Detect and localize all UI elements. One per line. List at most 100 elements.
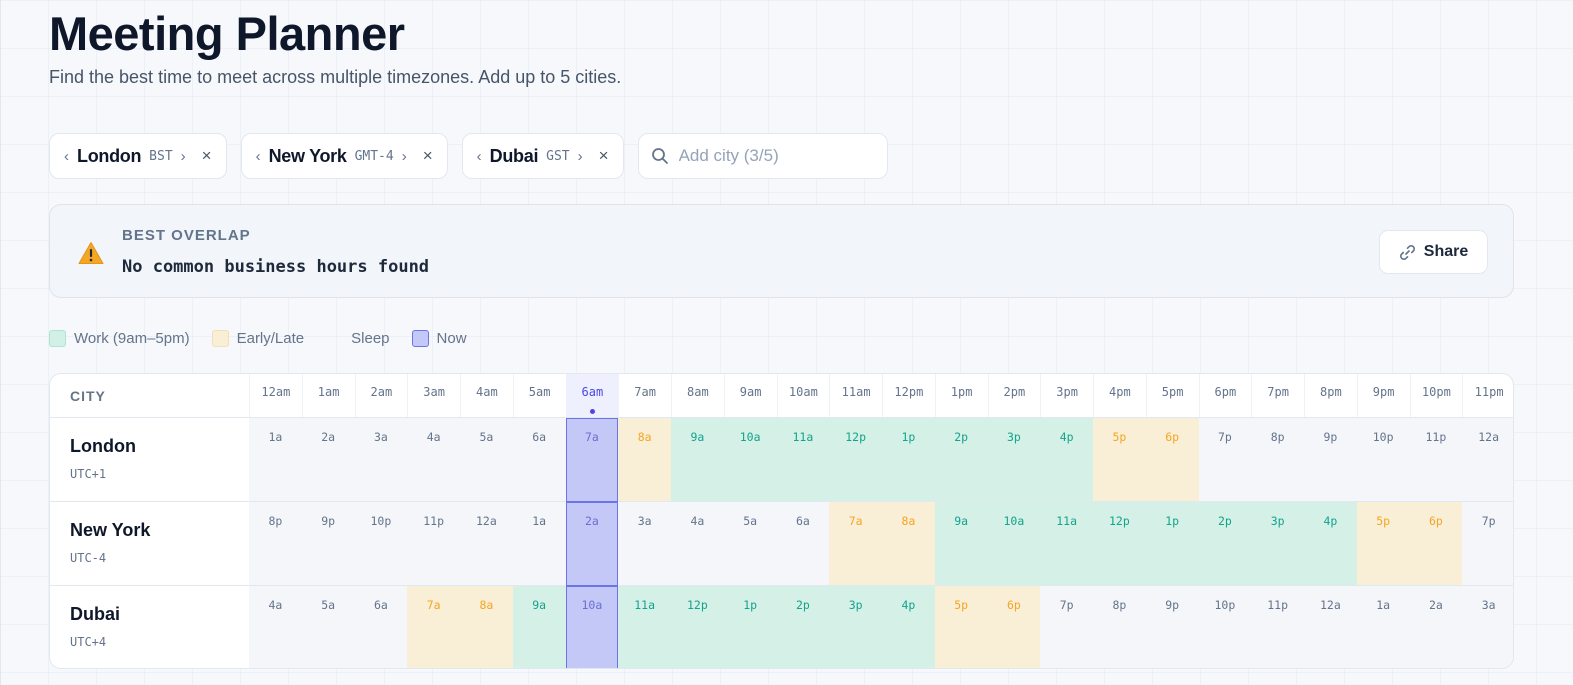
- hour-cell[interactable]: 6p: [1410, 502, 1463, 586]
- hour-cell[interactable]: 4a: [249, 586, 302, 669]
- hour-cell[interactable]: 5p: [1357, 502, 1410, 586]
- hour-cell[interactable]: 4a: [407, 418, 460, 502]
- hour-cell[interactable]: 11a: [1040, 502, 1093, 586]
- hour-header: 5am: [513, 374, 566, 417]
- hour-cell[interactable]: 3a: [618, 502, 671, 586]
- hour-cell[interactable]: 6p: [1146, 418, 1199, 502]
- hour-cell[interactable]: 12p: [1093, 502, 1146, 586]
- next-timezone-button[interactable]: ›: [578, 148, 583, 165]
- hour-cell[interactable]: 8a: [460, 586, 513, 669]
- remove-city-button[interactable]: ×: [423, 146, 433, 166]
- legend-swatch-early: [212, 330, 229, 347]
- hour-cell[interactable]: 2a: [1410, 586, 1463, 669]
- hour-cell[interactable]: 9p: [1146, 586, 1199, 669]
- hour-cell[interactable]: 12p: [671, 586, 724, 669]
- hour-cell[interactable]: 10p: [1357, 418, 1410, 502]
- hour-header: 6pm: [1199, 374, 1252, 417]
- hour-cell[interactable]: 9a: [935, 502, 988, 586]
- hour-cell[interactable]: 4p: [882, 586, 935, 669]
- hour-cell[interactable]: 11a: [777, 418, 830, 502]
- hour-cell[interactable]: 1p: [1146, 502, 1199, 586]
- hour-header: 3am: [407, 374, 460, 417]
- hour-header: 3pm: [1040, 374, 1093, 417]
- hour-cell[interactable]: 8p: [1093, 586, 1146, 669]
- hour-cell[interactable]: 9p: [1304, 418, 1357, 502]
- legend-early-late: Early/Late: [212, 330, 305, 347]
- hour-cell[interactable]: 3p: [829, 586, 882, 669]
- hour-cell[interactable]: 3a: [355, 418, 408, 502]
- hour-cell[interactable]: 7a: [566, 418, 619, 502]
- hour-cell[interactable]: 8p: [249, 502, 302, 586]
- hour-cell[interactable]: 12a: [460, 502, 513, 586]
- hour-cell[interactable]: 11p: [407, 502, 460, 586]
- hour-cell[interactable]: 2a: [302, 418, 355, 502]
- hour-cell[interactable]: 4a: [671, 502, 724, 586]
- add-city-input[interactable]: [679, 146, 869, 166]
- hour-cell[interactable]: 4p: [1304, 502, 1357, 586]
- hour-cell[interactable]: 12p: [829, 418, 882, 502]
- legend-label: Now: [437, 330, 467, 347]
- prev-timezone-button[interactable]: ‹: [477, 148, 482, 165]
- hour-cell[interactable]: 1p: [882, 418, 935, 502]
- hour-cell[interactable]: 7a: [829, 502, 882, 586]
- hour-cell[interactable]: 9p: [302, 502, 355, 586]
- hour-cell[interactable]: 5a: [460, 418, 513, 502]
- prev-timezone-button[interactable]: ‹: [64, 148, 69, 165]
- hour-cell[interactable]: 8a: [882, 502, 935, 586]
- next-timezone-button[interactable]: ›: [181, 148, 186, 165]
- hour-cell[interactable]: 6a: [777, 502, 830, 586]
- share-button[interactable]: Share: [1379, 230, 1488, 274]
- hour-cell[interactable]: 2p: [1199, 502, 1252, 586]
- hour-cell[interactable]: 1a: [513, 502, 566, 586]
- hour-cell[interactable]: 4p: [1040, 418, 1093, 502]
- hour-cell[interactable]: 1a: [249, 418, 302, 502]
- hour-cell[interactable]: 5a: [724, 502, 777, 586]
- hour-cell[interactable]: 10p: [1199, 586, 1252, 669]
- hour-cell[interactable]: 7p: [1199, 418, 1252, 502]
- city-chips: ‹ London BST › × ‹ New York GMT-4 › × ‹ …: [49, 133, 888, 179]
- hour-cell[interactable]: 2p: [777, 586, 830, 669]
- hour-cell[interactable]: 8p: [1251, 418, 1304, 502]
- hour-cell[interactable]: 3a: [1462, 586, 1514, 669]
- hour-cell[interactable]: 7a: [407, 586, 460, 669]
- hour-cell[interactable]: 2p: [935, 418, 988, 502]
- hour-cell[interactable]: 7p: [1040, 586, 1093, 669]
- hour-cell[interactable]: 9a: [671, 418, 724, 502]
- hour-cell[interactable]: 11p: [1251, 586, 1304, 669]
- remove-city-button[interactable]: ×: [202, 146, 212, 166]
- hour-header: 9am: [724, 374, 777, 417]
- city-utc-offset: UTC-4: [70, 551, 150, 565]
- hour-cell[interactable]: 11p: [1410, 418, 1463, 502]
- best-overlap-message: No common business hours found: [122, 257, 429, 277]
- hour-cell[interactable]: 8a: [618, 418, 671, 502]
- hour-cell[interactable]: 12a: [1304, 586, 1357, 669]
- hour-cell[interactable]: 12a: [1462, 418, 1514, 502]
- hour-cell[interactable]: 5p: [1093, 418, 1146, 502]
- next-timezone-button[interactable]: ›: [402, 148, 407, 165]
- hour-cell[interactable]: 2a: [566, 502, 619, 586]
- hour-cell[interactable]: 6a: [355, 586, 408, 669]
- hour-cell[interactable]: 3p: [1251, 502, 1304, 586]
- city-row-label: London UTC+1: [70, 436, 136, 481]
- hour-cell[interactable]: 6a: [513, 418, 566, 502]
- hour-cell[interactable]: 10a: [988, 502, 1041, 586]
- city-chip-tz: BST: [149, 149, 172, 164]
- hour-header: 2am: [355, 374, 408, 417]
- hour-cell[interactable]: 3p: [988, 418, 1041, 502]
- hour-cell[interactable]: 10p: [355, 502, 408, 586]
- hour-cell[interactable]: 10a: [566, 586, 619, 669]
- hour-cell[interactable]: 6p: [988, 586, 1041, 669]
- hour-header: 10pm: [1410, 374, 1463, 417]
- hour-cell[interactable]: 7p: [1462, 502, 1514, 586]
- hour-cell[interactable]: 9a: [513, 586, 566, 669]
- hour-cell[interactable]: 11a: [618, 586, 671, 669]
- hour-cell[interactable]: 1a: [1357, 586, 1410, 669]
- hour-cell[interactable]: 5a: [302, 586, 355, 669]
- remove-city-button[interactable]: ×: [599, 146, 609, 166]
- hour-cell[interactable]: 1p: [724, 586, 777, 669]
- hour-cell[interactable]: 5p: [935, 586, 988, 669]
- hour-cell[interactable]: 10a: [724, 418, 777, 502]
- prev-timezone-button[interactable]: ‹: [256, 148, 261, 165]
- best-overlap-panel: BEST OVERLAP No common business hours fo…: [49, 204, 1514, 298]
- city-name: New York: [70, 520, 150, 541]
